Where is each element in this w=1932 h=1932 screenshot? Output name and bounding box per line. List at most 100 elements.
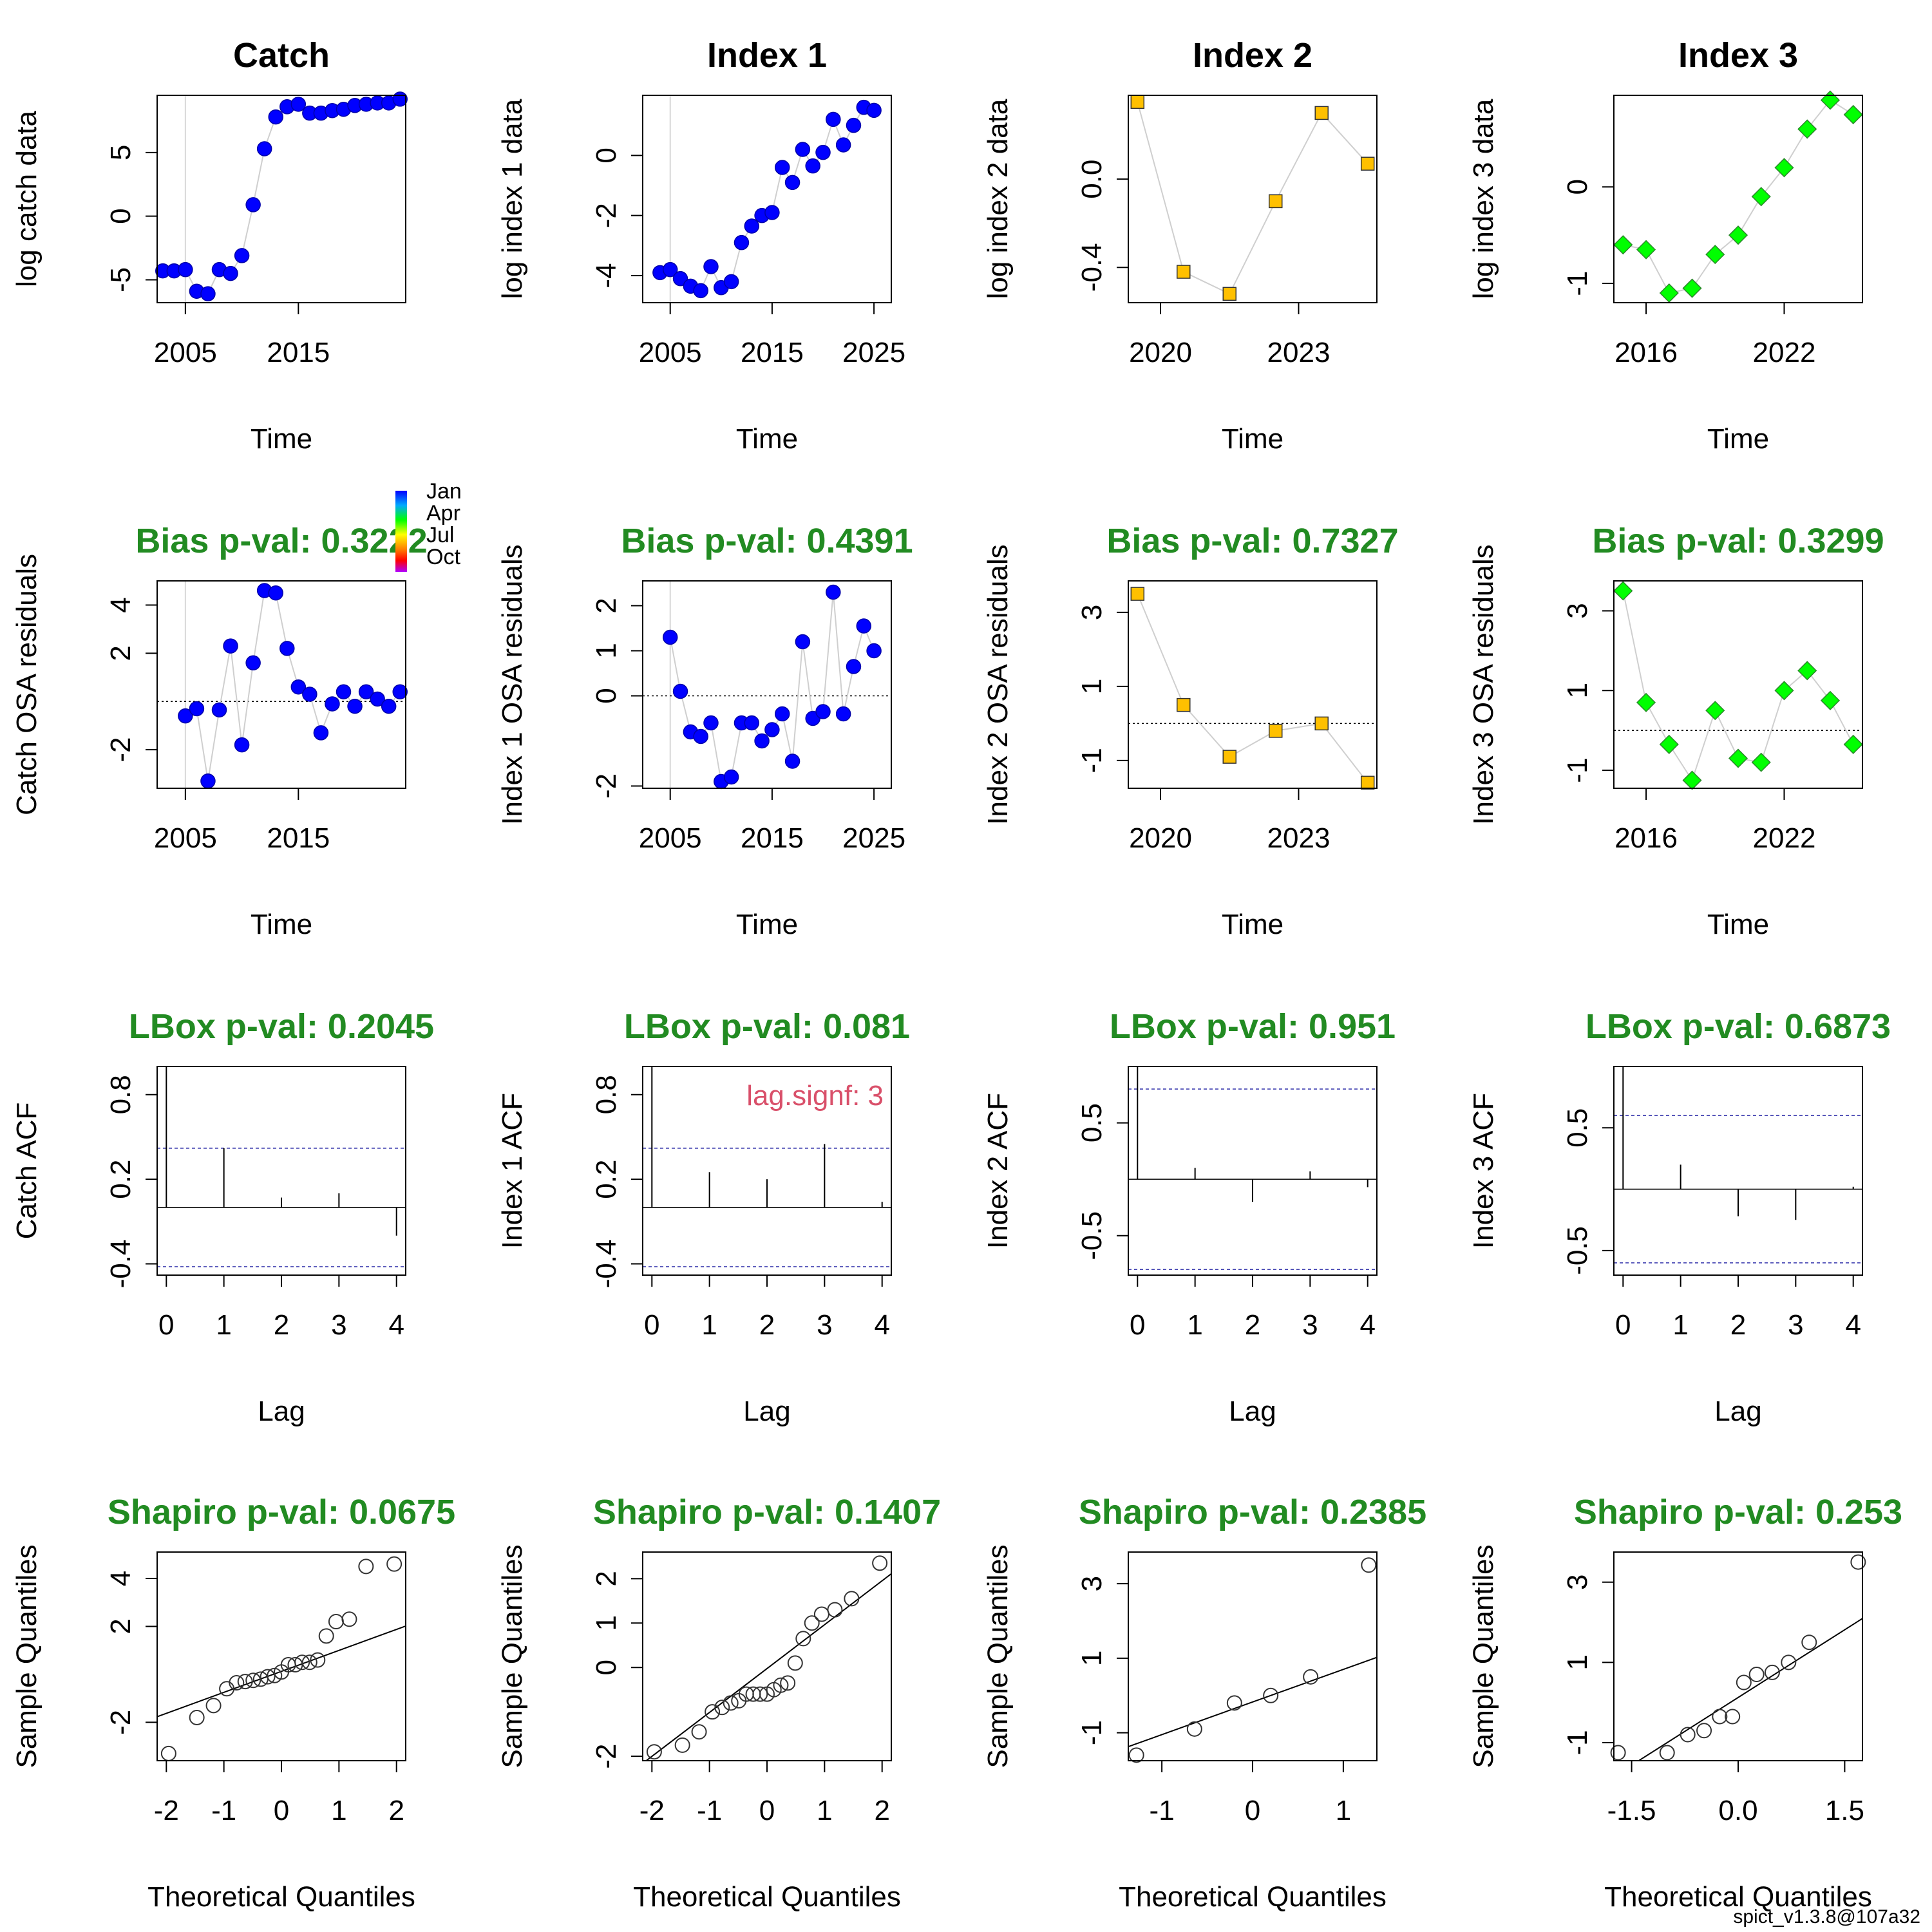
y-tick-label: 3 xyxy=(1076,1576,1108,1591)
y-tick-label: 0.2 xyxy=(591,1160,622,1199)
y-axis-label: Sample Quantiles xyxy=(1468,1544,1499,1768)
data-point xyxy=(744,715,760,731)
data-point xyxy=(1797,119,1817,139)
y-axis-label: Sample Quantiles xyxy=(982,1544,1014,1768)
data-point xyxy=(866,643,882,659)
data-point xyxy=(256,141,272,156)
y-tick-label: 2 xyxy=(591,1571,622,1586)
data-point xyxy=(223,265,238,281)
data-point xyxy=(703,715,719,731)
data-point xyxy=(723,274,739,290)
plot-frame xyxy=(1128,95,1378,303)
data-point xyxy=(734,234,750,251)
panel-data_index3: Index 3 Time log index 3 data 2016 2022 -1 0 xyxy=(1468,36,1863,455)
data-point xyxy=(392,684,408,699)
y-tick-label: 0 xyxy=(591,147,622,163)
data-point xyxy=(301,1654,317,1671)
y-tick-label: -1 xyxy=(1076,1720,1108,1745)
qq-line xyxy=(1128,1656,1377,1748)
panel-qq_catch: Shapiro p-val: 0.0675 Theoretical Quantil… xyxy=(11,1493,455,1913)
series-line xyxy=(659,106,875,292)
panel-data_catch: Catch Time log catch data 2005 2015 -5 0 5 xyxy=(11,36,408,455)
panel-acf_index1: LBox p-val: 0.081 Lag Index 1 ACF 0 1 2 3 4 -0.4… xyxy=(497,1007,910,1427)
y-tick-label: 3 xyxy=(1076,605,1108,620)
data-point xyxy=(200,286,216,301)
y-tick-label: 1 xyxy=(591,1615,622,1631)
data-point xyxy=(1705,245,1725,265)
x-tick-label: 1 xyxy=(1672,1309,1688,1341)
data-point xyxy=(211,702,227,718)
x-tick-label: -1 xyxy=(1150,1795,1175,1826)
y-tick-label: 0.5 xyxy=(1562,1108,1593,1148)
data-point xyxy=(813,1606,829,1622)
x-tick-label: 0 xyxy=(1130,1309,1145,1341)
data-point xyxy=(237,1674,253,1690)
data-point xyxy=(835,706,851,722)
y-tick-label: -1 xyxy=(1562,758,1593,783)
x-tick-label: 2022 xyxy=(1753,822,1816,854)
x-tick-label: 2 xyxy=(1730,1309,1746,1341)
plot-frame xyxy=(156,1551,406,1761)
data-point xyxy=(245,1672,261,1689)
data-point xyxy=(1613,235,1633,255)
y-axis-label: Sample Quantiles xyxy=(497,1544,528,1768)
y-tick-label: 1 xyxy=(1076,1651,1108,1666)
data-point xyxy=(392,91,408,107)
y-tick-label: -5 xyxy=(105,267,137,292)
qq-line xyxy=(157,1625,406,1718)
series-line xyxy=(669,592,875,782)
data-point xyxy=(260,1669,276,1685)
data-point xyxy=(1748,1667,1765,1683)
season-legend-label: Jul xyxy=(426,523,454,547)
data-point xyxy=(1659,283,1679,303)
qq-line xyxy=(645,1573,891,1761)
data-point xyxy=(1850,1554,1866,1570)
x-tick-label: 0 xyxy=(644,1309,659,1341)
panel-title: Shapiro p-val: 0.253 xyxy=(1574,1493,1902,1531)
x-tick-label: -2 xyxy=(154,1795,179,1826)
x-axis-label: Time xyxy=(251,423,312,455)
x-tick-label: 4 xyxy=(1359,1309,1375,1341)
x-tick-label: 1 xyxy=(331,1795,346,1826)
version-stamp: spict_v1.3.8@107a32 xyxy=(1733,1906,1920,1927)
data-point xyxy=(693,728,708,744)
x-tick-label: 2022 xyxy=(1753,337,1816,368)
season-legend-label: Apr xyxy=(426,501,460,526)
data-point xyxy=(318,1628,334,1644)
y-tick-label: -2 xyxy=(591,773,622,799)
y-tick-label: -0.5 xyxy=(1562,1226,1593,1275)
data-point xyxy=(1843,104,1863,125)
data-point xyxy=(691,1724,707,1740)
x-tick-label: 2005 xyxy=(639,822,702,854)
data-point xyxy=(178,708,193,724)
panel-qq_index2: Shapiro p-val: 0.2385 Theoretical Quantil… xyxy=(982,1493,1426,1913)
data-point xyxy=(1360,156,1375,171)
panel-resid_catch: Bias p-val: 0.3222 Time Catch OSA residual… xyxy=(11,479,462,940)
y-axis-label: Catch OSA residuals xyxy=(11,554,43,815)
data-point xyxy=(805,158,820,174)
y-axis-label: Index 1 ACF xyxy=(497,1093,528,1249)
y-axis-label: log catch data xyxy=(11,110,43,287)
y-tick-label: -1 xyxy=(1562,270,1593,296)
x-tick-label: 2015 xyxy=(267,337,330,368)
data-point xyxy=(693,283,708,299)
data-point xyxy=(1659,734,1679,754)
y-tick-label: 0 xyxy=(105,208,137,223)
data-point xyxy=(290,679,307,695)
data-point xyxy=(178,261,193,278)
y-tick-label: 0 xyxy=(591,1660,622,1675)
data-point xyxy=(872,1555,888,1571)
y-tick-label: 1 xyxy=(591,643,622,658)
data-point xyxy=(245,655,261,671)
x-axis-label: Theoretical Quantiles xyxy=(1119,1881,1387,1913)
x-tick-label: 2015 xyxy=(741,822,804,854)
data-point xyxy=(1636,692,1656,712)
x-tick-label: 2025 xyxy=(842,337,905,368)
panel-title: Index 2 xyxy=(1193,36,1312,75)
data-point xyxy=(703,259,719,274)
x-tick-label: 2023 xyxy=(1267,337,1331,368)
plot-frame xyxy=(156,1066,406,1276)
y-tick-label: 0.2 xyxy=(105,1160,137,1199)
data-point xyxy=(780,1675,796,1691)
data-point xyxy=(1764,1664,1780,1680)
